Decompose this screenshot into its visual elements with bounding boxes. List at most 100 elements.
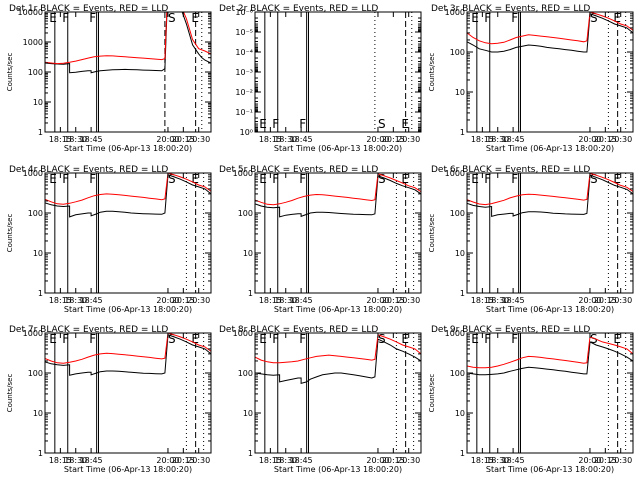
y-tick-label: 1000 (445, 329, 465, 338)
x-tick-label: 18:15 (49, 296, 72, 305)
chart-title: Det 4r BLACK = Events, RED = LLD (9, 165, 168, 175)
chart-title: Det 5r BLACK = Events, RED = LLD (219, 165, 378, 175)
y-axis-label: Counts/sec (6, 53, 14, 92)
series-line-lld (45, 173, 211, 205)
x-tick-label: 18:45 (290, 456, 313, 465)
marker-letter-4: E (613, 332, 621, 346)
x-tick-label: 18:15 (259, 456, 282, 465)
x-tick-label: 18:30 (486, 456, 509, 465)
x-tick-label: 18:30 (64, 456, 87, 465)
marker-letter-3: S (168, 332, 176, 346)
x-axis-label: Start Time (06-Apr-13 18:00:20) (274, 144, 402, 153)
y-tick-label: 10⁻³ (235, 68, 253, 77)
x-tick-label: 20:15 (594, 296, 617, 305)
y-tick-label: 1000 (233, 169, 253, 178)
x-axis-label: Start Time (06-Apr-13 18:00:20) (64, 305, 192, 314)
y-tick-label: 1 (38, 289, 43, 298)
marker-letter-3: S (590, 172, 598, 186)
x-tick-label: 20:30 (609, 296, 632, 305)
plot-frame (254, 11, 422, 133)
x-tick-label: 20:00 (156, 456, 179, 465)
y-tick-label: 100 (450, 209, 465, 218)
x-tick-label: 20:00 (156, 135, 179, 144)
y-tick-label: 1 (460, 128, 465, 137)
x-tick-label: 18:30 (64, 296, 87, 305)
x-axis-label: Start Time (06-Apr-13 18:00:20) (486, 305, 614, 314)
y-tick-label: 10⁻² (235, 88, 253, 97)
x-axis-label: Start Time (06-Apr-13 18:00:20) (486, 465, 614, 474)
x-tick-label: 20:30 (187, 296, 210, 305)
x-tick-label: 20:30 (397, 135, 420, 144)
marker-letter-2: F (299, 172, 306, 186)
y-tick-label: 1 (248, 289, 253, 298)
marker-letter-1: F (272, 332, 279, 346)
marker-letter-3: S (168, 11, 176, 25)
y-tick-label: 10⁻⁶ (235, 8, 253, 17)
y-tick-label: 100 (450, 369, 465, 378)
x-tick-label: 18:45 (80, 135, 103, 144)
y-tick-label: 1 (248, 449, 253, 458)
x-tick-label: 20:00 (578, 135, 601, 144)
plot-frame (44, 332, 212, 454)
y-tick-label: 1 (460, 449, 465, 458)
y-tick-label: 1000 (445, 169, 465, 178)
x-tick-label: 18:30 (274, 456, 297, 465)
x-tick-label: 20:00 (366, 456, 389, 465)
y-tick-label: 1000 (23, 169, 43, 178)
x-tick-label: 20:15 (382, 296, 405, 305)
marker-letter-2: F (89, 11, 96, 25)
x-tick-label: 18:15 (49, 456, 72, 465)
marker-letter-1: F (62, 332, 69, 346)
plot-frame (466, 172, 634, 294)
marker-letter-0: E (49, 11, 57, 25)
x-tick-label: 20:30 (609, 456, 632, 465)
y-tick-label: 100 (238, 209, 253, 218)
x-tick-label: 18:15 (471, 135, 494, 144)
marker-letter-1: F (484, 332, 491, 346)
series-line-events (255, 338, 421, 385)
x-tick-label: 20:30 (397, 296, 420, 305)
series-line-events (255, 175, 421, 218)
x-tick-label: 20:00 (366, 296, 389, 305)
series-line-events (467, 174, 633, 218)
y-axis-label: Counts/sec (6, 214, 14, 253)
x-tick-label: 20:15 (594, 135, 617, 144)
plot-frame (254, 172, 422, 294)
y-tick-label: 1000 (23, 38, 43, 47)
marker-letter-1: F (484, 11, 491, 25)
chart-title: Det 2r BLACK = Events, RED = LLD (219, 4, 378, 14)
chart-title: Det 9r BLACK = Events, RED = LLD (431, 325, 590, 335)
x-tick-label: 18:15 (259, 135, 282, 144)
x-tick-label: 20:00 (366, 135, 389, 144)
marker-letter-2: F (511, 11, 518, 25)
y-tick-label: 10 (33, 98, 43, 107)
series-line-lld (255, 334, 421, 364)
y-tick-label: 10 (33, 249, 43, 258)
x-tick-label: 18:45 (502, 456, 525, 465)
marker-letter-3: S (590, 332, 598, 346)
marker-letter-2: F (511, 172, 518, 186)
y-axis-label: Counts/sec (428, 374, 436, 413)
y-tick-label: 10⁻¹ (235, 108, 253, 117)
plot-frame (466, 332, 634, 454)
y-tick-label: 10 (243, 249, 253, 258)
x-tick-label: 20:15 (382, 135, 405, 144)
marker-letter-3: S (168, 172, 176, 186)
y-tick-label: 10⁻⁴ (235, 48, 253, 57)
marker-letter-0: E (49, 172, 57, 186)
x-tick-label: 20:15 (172, 456, 195, 465)
plot-frame (466, 11, 634, 133)
plot-frame (254, 332, 422, 454)
y-tick-label: 1000 (233, 329, 253, 338)
marker-letter-1: F (272, 117, 279, 131)
marker-letter-0: E (259, 117, 267, 131)
x-tick-label: 18:15 (471, 456, 494, 465)
x-tick-label: 20:15 (172, 135, 195, 144)
